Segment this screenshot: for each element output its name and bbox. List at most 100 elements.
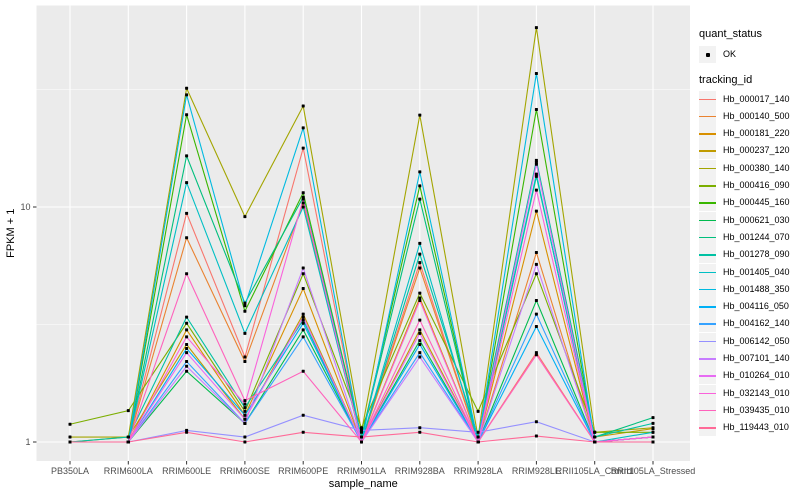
y-tick-label: 10 — [20, 202, 30, 212]
legend-key-Hb_001278_090 — [699, 246, 716, 264]
x-tick-label: RRIM901LA — [337, 466, 386, 476]
data-point — [126, 440, 130, 444]
legend-key-Hb_007101_140 — [699, 350, 716, 367]
data-point — [185, 328, 189, 332]
legend-entry-label: Hb_010264_010 — [723, 370, 790, 381]
legend-entry-label: Hb_006142_050 — [723, 335, 790, 346]
data-point — [534, 172, 538, 176]
legend-key-Hb_006142_050 — [699, 332, 716, 350]
legend-line-icon — [699, 254, 716, 256]
x-tick-label: RRIM600SE — [220, 466, 270, 476]
legend-entry-label: Hb_004162_140 — [723, 318, 790, 329]
ok-point-icon — [705, 52, 710, 57]
quant-status-label-ok: OK — [723, 49, 737, 59]
x-tick-label: RRIM600PE — [278, 466, 328, 476]
data-point — [301, 328, 305, 332]
legend-line-icon — [699, 219, 716, 222]
legend-key-Hb_119443_010 — [699, 419, 716, 437]
data-point — [418, 184, 422, 188]
data-point — [301, 205, 305, 209]
data-point — [418, 342, 422, 346]
legend-line-icon — [699, 427, 716, 429]
data-point — [534, 162, 538, 166]
data-point — [68, 440, 72, 444]
data-point — [185, 154, 189, 158]
data-point — [185, 360, 189, 364]
y-axis-title: FPKM + 1 — [5, 209, 17, 258]
data-point — [593, 440, 597, 444]
data-point — [534, 262, 538, 266]
data-point — [301, 266, 305, 270]
legend-entry-label: Hb_039435_010 — [723, 404, 790, 415]
legend-entry-label: Hb_000017_140 — [723, 93, 790, 104]
data-point — [185, 113, 189, 117]
data-point — [418, 252, 422, 256]
data-point — [476, 435, 480, 439]
data-point — [418, 355, 422, 359]
legend-entry-label: Hb_004116_050 — [723, 301, 789, 312]
legend-key-Hb_000445_160 — [699, 194, 716, 212]
data-point — [418, 113, 422, 117]
legend-line-icon — [699, 409, 716, 412]
legend-line-icon — [699, 340, 716, 343]
legend-key-Hb_010264_010 — [699, 367, 716, 385]
legend-line-icon — [699, 115, 716, 118]
data-point — [360, 426, 363, 430]
legend-entry-label: Hb_000380_140 — [723, 162, 790, 173]
legend-line-icon — [699, 236, 716, 239]
data-point — [243, 360, 247, 364]
data-point — [534, 312, 538, 316]
legend-line-icon — [699, 306, 716, 308]
legend-entry-label: Hb_001488_350 — [723, 283, 790, 294]
data-point — [418, 328, 422, 332]
panel-background — [36, 5, 690, 461]
data-point — [185, 369, 189, 373]
data-point — [418, 197, 422, 201]
data-point — [185, 335, 189, 339]
data-point — [243, 304, 247, 308]
data-point — [534, 188, 538, 192]
data-point — [243, 413, 247, 417]
data-point — [534, 26, 538, 30]
legend-key-Hb_000181_220 — [699, 125, 716, 143]
data-point — [534, 353, 538, 357]
legend-entry-label: Hb_000445_160 — [723, 197, 790, 208]
data-point — [185, 93, 189, 97]
legend-entry-label: Hb_001278_090 — [723, 249, 790, 260]
legend-line-icon — [699, 358, 716, 360]
data-point — [534, 299, 538, 303]
data-point — [534, 420, 538, 424]
data-point — [534, 272, 538, 276]
data-point — [476, 409, 480, 413]
data-point — [418, 241, 422, 245]
data-point — [301, 318, 305, 322]
x-tick-label: RRIM928LE — [512, 466, 561, 476]
legend-entry-label: Hb_000237_120 — [723, 145, 790, 156]
legend-key-Hb_000140_500 — [699, 107, 716, 125]
data-point — [651, 430, 655, 434]
data-point — [185, 346, 189, 350]
data-point — [68, 435, 72, 439]
x-tick-label: RRII105LA_Stressed — [611, 466, 696, 476]
data-point — [243, 421, 247, 425]
quant-status-key — [699, 46, 716, 63]
data-point — [534, 325, 538, 329]
legend-line-icon — [699, 271, 716, 274]
data-point — [243, 402, 247, 406]
data-point — [534, 434, 538, 438]
legend-title-tracking-id: tracking_id — [699, 74, 753, 86]
data-point — [593, 430, 597, 434]
data-point — [185, 364, 189, 368]
data-point — [185, 272, 189, 276]
data-point — [301, 201, 305, 205]
legend-entry-label: Hb_000181_220 — [723, 128, 790, 139]
legend-entry-label: Hb_001244_070 — [723, 231, 790, 242]
data-point — [185, 430, 189, 434]
data-point — [534, 251, 538, 255]
data-point — [243, 409, 247, 413]
legend-key-Hb_039435_010 — [699, 401, 716, 419]
data-point — [301, 272, 305, 276]
data-point — [651, 426, 655, 430]
legend-key-Hb_004162_140 — [699, 315, 716, 333]
